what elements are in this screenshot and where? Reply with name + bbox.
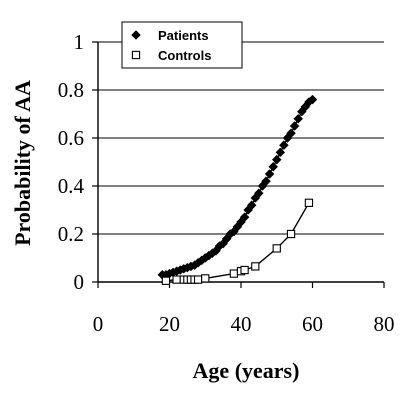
data-point-patients-33 <box>275 147 286 158</box>
data-point-controls-6 <box>193 275 203 284</box>
data-point-controls-1 <box>172 275 181 284</box>
tick-labels: 0 0.2 0.4 0.6 0.8 1 0 20 40 60 80 <box>58 30 395 336</box>
data-point-patients-38 <box>293 113 304 124</box>
x-tick-label-3: 60 <box>302 312 323 336</box>
series-layer <box>157 94 318 285</box>
y-tick-label-4: 0.8 <box>58 78 84 102</box>
x-tick-label-4: 80 <box>374 312 395 336</box>
x-tick-label-1: 20 <box>159 312 180 336</box>
data-point-patients-31 <box>268 161 279 172</box>
legend-marker-patients <box>131 30 141 40</box>
data-point-patients-23 <box>239 212 250 223</box>
y-tick-label-3: 0.6 <box>58 126 84 150</box>
series-controls <box>161 198 314 285</box>
data-point-controls-13 <box>286 229 296 239</box>
data-point-patients-34 <box>279 140 289 151</box>
y-tick-label-1: 0.2 <box>58 222 84 246</box>
axes <box>92 41 385 288</box>
data-point-controls-8 <box>229 269 238 278</box>
x-tick-label-0: 0 <box>93 312 104 336</box>
data-point-controls-11 <box>251 262 260 271</box>
data-point-patients-36 <box>286 128 296 139</box>
legend-symbol-controls <box>131 50 141 60</box>
y-tick-label-5: 1 <box>74 30 85 54</box>
y-tick-label-2: 0.4 <box>58 174 85 198</box>
data-point-patients-30 <box>264 169 275 179</box>
data-point-controls-14 <box>304 198 314 207</box>
legend-label-controls: Controls <box>158 48 211 63</box>
data-point-controls-0 <box>161 276 171 285</box>
data-point-patients-32 <box>271 154 282 165</box>
series-patients <box>157 94 318 280</box>
data-point-patients-27 <box>254 188 264 199</box>
data-point-patients-42 <box>307 94 318 105</box>
x-axis-title: Age (years) <box>193 358 300 383</box>
y-axis-title: Probability of AA <box>10 80 35 246</box>
legend: Patients Controls <box>121 21 243 69</box>
legend-box <box>121 21 243 69</box>
x-tick-label-2: 40 <box>231 312 252 336</box>
data-point-patients-25 <box>246 200 257 211</box>
data-point-controls-12 <box>272 244 281 253</box>
data-point-controls-10 <box>240 265 249 275</box>
gridlines <box>98 41 384 235</box>
y-tick-label-0: 0 <box>74 270 85 294</box>
legend-symbol-patients <box>131 30 141 40</box>
legend-marker-controls <box>131 50 141 60</box>
data-point-patients-29 <box>261 176 271 187</box>
legend-label-patients: Patients <box>158 28 209 43</box>
data-point-patients-37 <box>289 121 300 131</box>
data-point-controls-7 <box>201 274 210 283</box>
